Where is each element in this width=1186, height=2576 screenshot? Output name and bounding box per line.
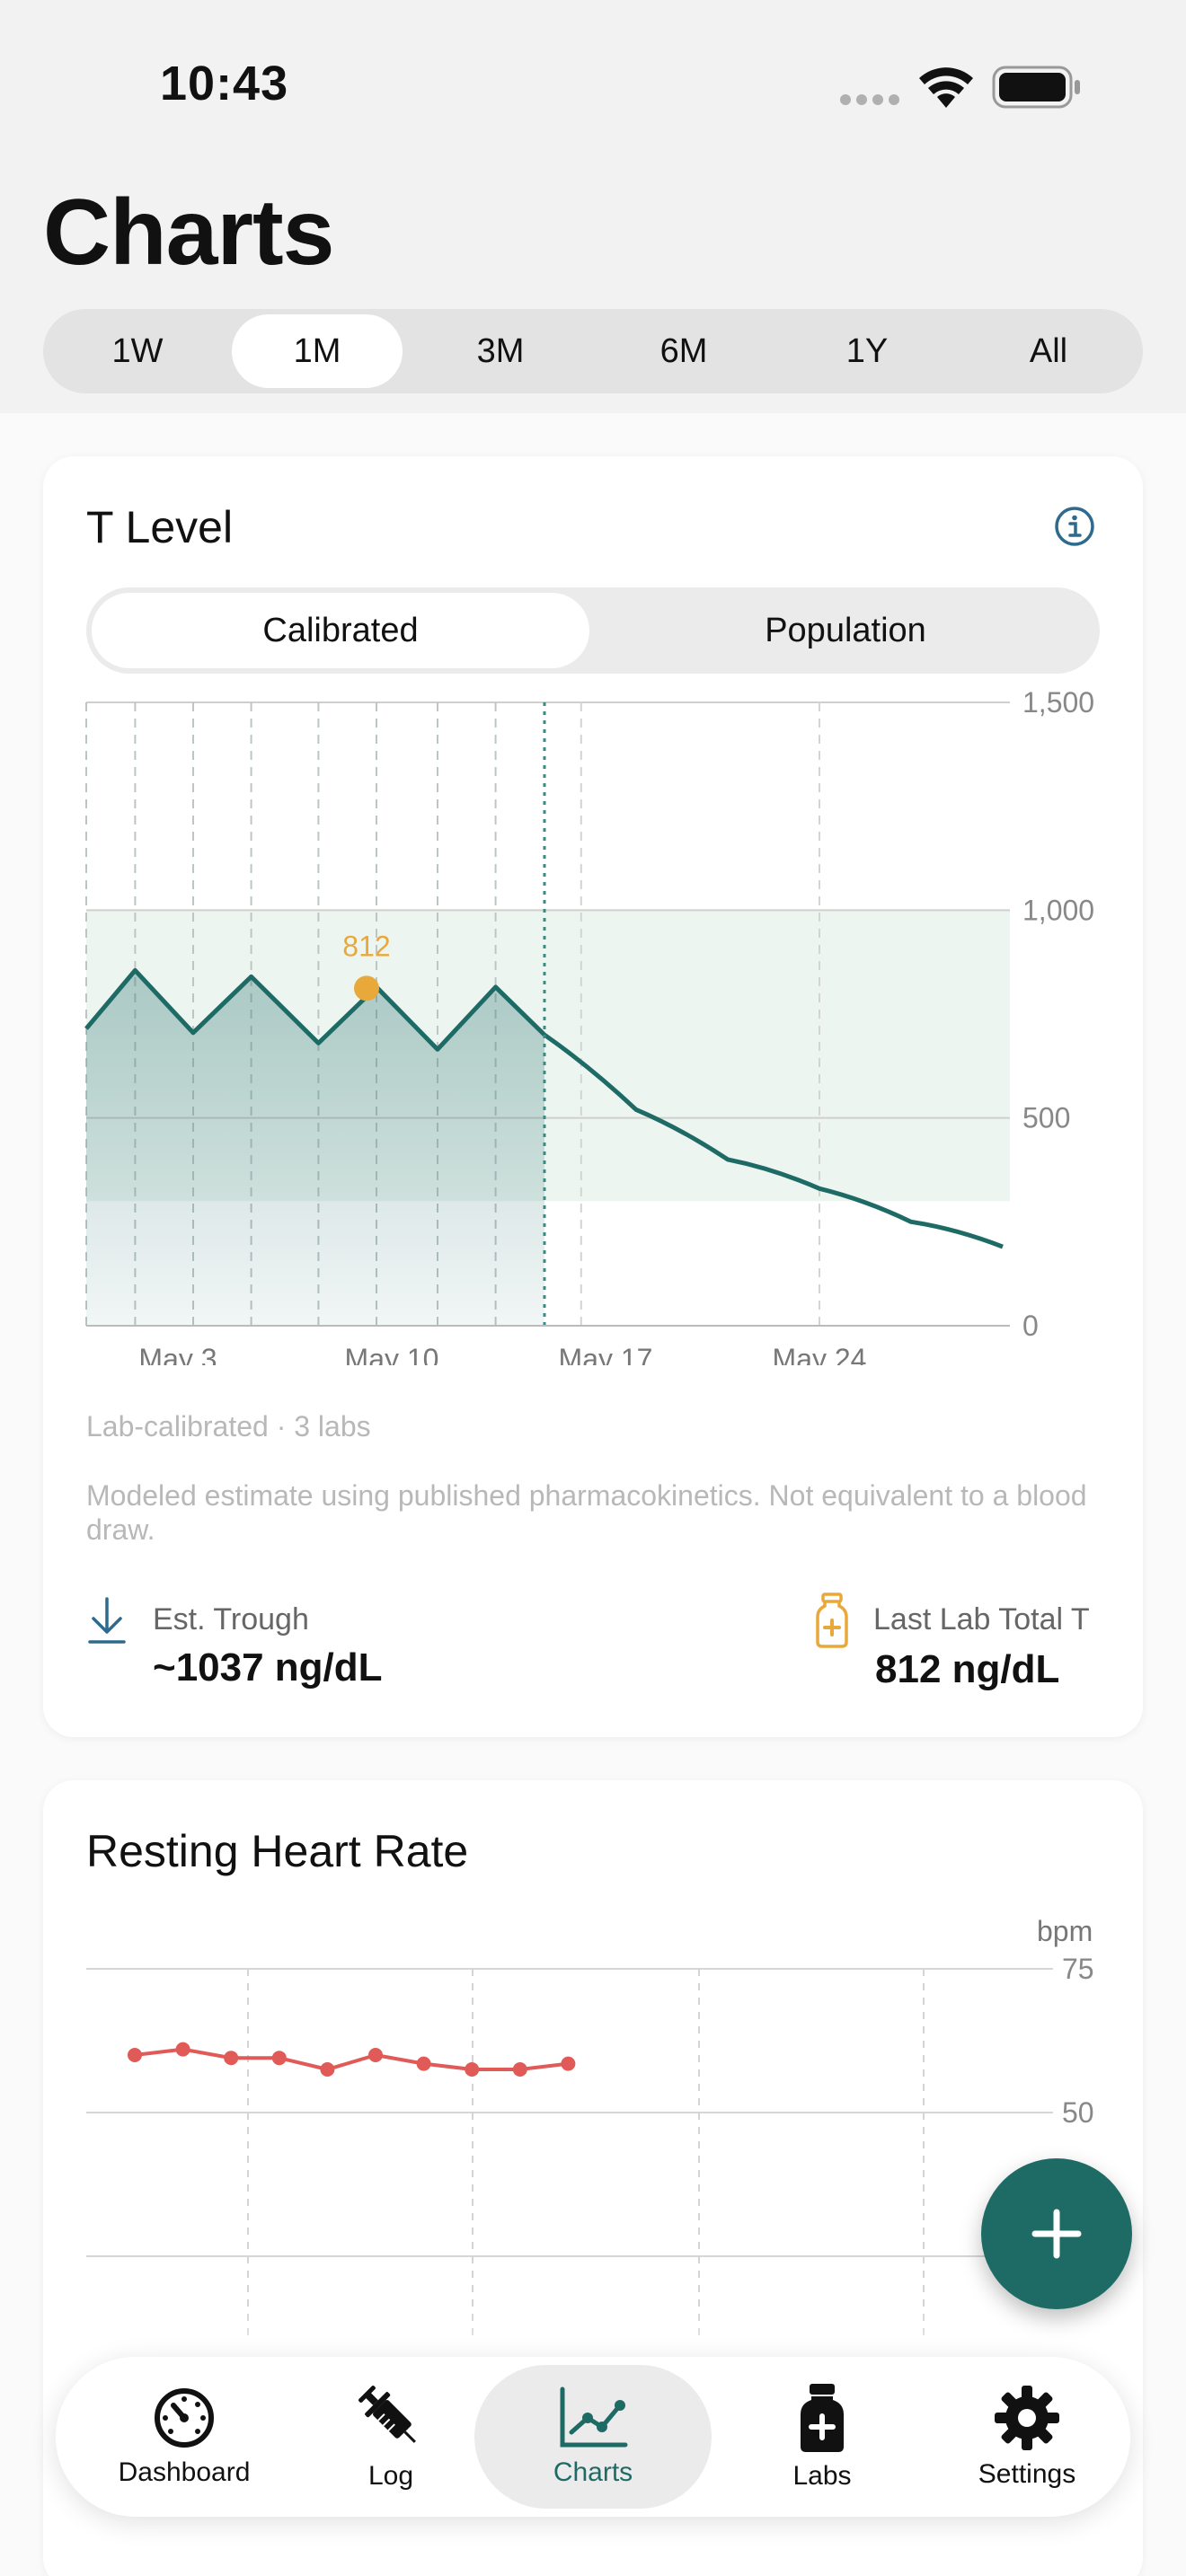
- range-tab-1w[interactable]: 1W: [111, 331, 164, 370]
- past-level-area: [86, 970, 544, 1326]
- status-time: 10:43: [160, 57, 289, 110]
- page-title: Charts: [43, 181, 334, 285]
- hr-point: [320, 2062, 335, 2077]
- t-level-title: T Level: [86, 502, 234, 552]
- gear-icon: [995, 2386, 1059, 2450]
- trough-arrow-icon: [86, 1595, 128, 1645]
- hr-point: [368, 2048, 383, 2062]
- hr-point: [465, 2062, 480, 2077]
- x-tick-label: May 10: [345, 1343, 439, 1365]
- hr-point: [224, 2051, 239, 2066]
- lab-result-point: [354, 975, 379, 1001]
- hr-point: [512, 2062, 527, 2077]
- hr-point: [128, 2048, 142, 2062]
- hr-point: [175, 2042, 190, 2057]
- range-tab-1y[interactable]: 1Y: [845, 331, 889, 370]
- range-segmented-control: 1W 1M 3M 6M 1Y All: [43, 309, 1143, 393]
- mode-tab-calibrated[interactable]: Calibrated: [92, 593, 589, 668]
- t-level-chart: 1,500 1,000 500 0 May 3 May 10 May 17 May 24 812: [84, 686, 1094, 1365]
- disclaimer-text: Modeled estimate using published pharmac…: [86, 1479, 1087, 1546]
- tab-settings-label: Settings: [978, 2459, 1076, 2489]
- trough-value: ~1037 ng/dL: [153, 1645, 383, 1689]
- plus-icon: [1031, 2209, 1082, 2259]
- range-tab-1m[interactable]: 1M: [232, 314, 403, 388]
- info-icon[interactable]: [1053, 505, 1096, 548]
- y-tick-label: 1,500: [1022, 686, 1094, 719]
- x-tick-label: May 17: [559, 1343, 653, 1365]
- bottom-tab-bar: Dashboard Log Charts Labs Settings: [56, 2357, 1130, 2517]
- trough-label: Est. Trough: [153, 1602, 309, 1636]
- hr-point: [561, 2056, 576, 2071]
- lab-result-label: 812: [342, 930, 390, 962]
- heart-rate-chart: 75 50: [86, 1953, 1094, 2335]
- vial-filled-icon: [801, 2384, 844, 2452]
- y-tick-label: 500: [1022, 1102, 1070, 1134]
- tab-dashboard[interactable]: Dashboard: [81, 2357, 288, 2517]
- hr-point: [416, 2056, 431, 2071]
- y-tick-label: 1,000: [1022, 894, 1094, 926]
- range-tab-all[interactable]: All: [1029, 331, 1068, 370]
- tab-labs-label: Labs: [792, 2461, 852, 2491]
- y-tick-label: 0: [1022, 1310, 1039, 1342]
- gauge-icon: [155, 2388, 214, 2448]
- last-lab-value: 812 ng/dL: [875, 1647, 1060, 1691]
- tab-labs[interactable]: Labs: [719, 2357, 925, 2517]
- tab-charts[interactable]: Charts: [474, 2365, 712, 2509]
- cellular-icon: [839, 93, 900, 106]
- range-tab-6m[interactable]: 6M: [659, 331, 708, 370]
- battery-icon: [992, 65, 1082, 110]
- hr-point: [271, 2051, 287, 2066]
- syringe-icon: [358, 2386, 416, 2443]
- hr-y-tick-label: 50: [1062, 2096, 1094, 2129]
- x-tick-label: May 3: [138, 1343, 217, 1365]
- vial-icon: [812, 1592, 852, 1649]
- tab-charts-label: Charts: [553, 2457, 633, 2487]
- add-entry-button[interactable]: [981, 2158, 1132, 2309]
- tab-dashboard-label: Dashboard: [118, 2457, 251, 2487]
- chart-caption: Lab-calibrated · 3 labs: [86, 1410, 371, 1442]
- heart-rate-title: Resting Heart Rate: [86, 1826, 469, 1876]
- chart-icon: [560, 2386, 628, 2448]
- tab-settings[interactable]: Settings: [924, 2357, 1130, 2517]
- last-lab-label: Last Lab Total T: [873, 1602, 1090, 1636]
- wifi-icon: [918, 65, 974, 110]
- tab-log-label: Log: [367, 2461, 414, 2491]
- bpm-unit-label: bpm: [1037, 1915, 1093, 1947]
- hr-y-tick-label: 75: [1062, 1953, 1094, 1985]
- range-tab-3m[interactable]: 3M: [476, 331, 525, 370]
- hr-line: [134, 2047, 569, 2071]
- mode-tab-population[interactable]: Population: [765, 611, 926, 649]
- t-level-mode-control: Calibrated Population: [86, 587, 1100, 674]
- x-tick-label: May 24: [773, 1343, 867, 1365]
- level-line: [84, 967, 1004, 1249]
- tab-log[interactable]: Log: [288, 2357, 494, 2517]
